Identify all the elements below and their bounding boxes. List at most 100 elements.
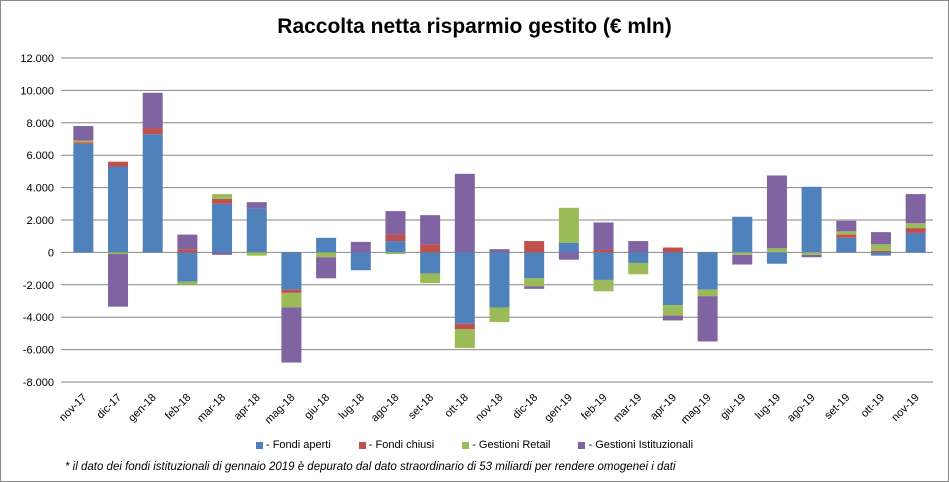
bar-segment [524, 241, 545, 253]
bar-segment [73, 143, 94, 253]
x-tick-label: gen-19 [542, 392, 575, 425]
y-tick-label: 6.000 [26, 150, 54, 162]
bar-segment [905, 228, 926, 233]
x-tick-label: ott-19 [859, 392, 887, 420]
legend-item-gestioni-istituzionali: - Gestioni Istituzionali [578, 439, 693, 451]
bar-segment [662, 252, 683, 306]
x-tick-label: lug-19 [753, 392, 783, 422]
bar-segment [489, 307, 510, 323]
bar-segment [385, 252, 406, 255]
bar-segment [212, 203, 233, 253]
bar-segment [905, 194, 926, 224]
y-tick-label: 8.000 [26, 118, 54, 130]
bar-segment [697, 252, 718, 290]
bar-segment [836, 231, 857, 235]
x-tick-label: nov-18 [473, 392, 505, 424]
bar-segment [905, 223, 926, 229]
y-tick-label: 12.000 [20, 53, 54, 65]
bar-segment [142, 134, 163, 253]
x-tick-label: dic-17 [94, 392, 124, 422]
y-tick-label: 4.000 [26, 183, 54, 195]
y-tick-label: -6.000 [23, 345, 54, 357]
x-tick-label: ago-18 [369, 392, 402, 425]
bar-segment [281, 307, 302, 363]
bar-segment [593, 279, 614, 292]
y-tick-label: -2.000 [23, 280, 54, 292]
bar-segment [870, 250, 891, 253]
bar-segment [593, 222, 614, 250]
legend-label: - Fondi chiusi [368, 439, 435, 451]
legend-label: - Gestioni Retail [472, 439, 551, 451]
bar-segment [385, 211, 406, 235]
x-tick-label: nov-19 [890, 392, 922, 424]
bar-segment [177, 252, 198, 282]
bar-segment [73, 142, 94, 144]
x-tick-label: apr-19 [648, 392, 679, 423]
bar-segment [662, 315, 683, 321]
x-tick-label: set-18 [406, 392, 436, 422]
bar-segment [662, 247, 683, 253]
bar-segment [766, 248, 787, 253]
bar-segment [628, 262, 649, 275]
legend-item-gestioni-retail: - Gestioni Retail [462, 439, 550, 451]
bar-segment [281, 292, 302, 308]
bar-segment [732, 216, 753, 253]
bar-segment [628, 252, 649, 263]
bar-segment [350, 252, 371, 271]
x-tick-label: ago-19 [785, 392, 818, 425]
bar-segment [662, 305, 683, 316]
bar-segment [697, 289, 718, 297]
y-tick-label: 0 [48, 247, 54, 259]
x-tick-label: mar-18 [195, 392, 228, 425]
footnote: * il dato dei fondi istituzionali di gen… [65, 461, 676, 473]
bar-segment [836, 234, 857, 238]
bar-segment [628, 241, 649, 253]
bar-segment [316, 237, 337, 253]
x-tick-label: giu-18 [302, 392, 332, 422]
bar-segment [454, 173, 475, 253]
legend-swatch [358, 441, 366, 449]
bar-segment [177, 249, 198, 253]
bar-segment [142, 128, 163, 135]
legend-label: - Gestioni Istituzionali [588, 439, 694, 451]
bar-segment [316, 257, 337, 279]
bar-segment [108, 166, 129, 253]
bar-segment [212, 194, 233, 199]
bar-segment [766, 252, 787, 264]
bar-segment [454, 252, 475, 324]
chart-title: Raccolta netta risparmio gestito (€ mln) [277, 15, 672, 38]
x-tick-label: apr-18 [232, 392, 263, 423]
bar-segment [246, 202, 267, 209]
bar-segment [870, 252, 891, 256]
bar-segment [558, 242, 579, 253]
bar-segment [524, 252, 545, 279]
bar-segment [108, 161, 129, 167]
plot-area: 12.000 10.000 8.000 6.000 4.000 2.000 0 -2.000 -… [20, 53, 933, 427]
bar-segment [558, 252, 579, 260]
bar-segment [246, 208, 267, 253]
x-tick-label: feb-19 [579, 392, 610, 423]
bar-segment [454, 323, 475, 330]
legend-item-fondi-aperti: - Fondi aperti [255, 439, 331, 451]
bar-segment [177, 234, 198, 250]
bar-segment [905, 232, 926, 253]
y-tick-label: 2.000 [26, 215, 54, 227]
bar-segment [489, 249, 510, 253]
bar-segment [801, 186, 822, 253]
bar-segment [73, 140, 94, 143]
bar-segment [420, 252, 441, 274]
bar-segment [177, 281, 198, 285]
bar-segment [593, 249, 614, 253]
legend: - Fondi aperti - Fondi chiusi - Gestioni… [1, 439, 948, 451]
x-tick-label: lug-18 [337, 392, 367, 422]
bar-segment [801, 254, 822, 258]
bar-segment [454, 329, 475, 348]
bar-segment [801, 252, 822, 255]
bar-segment [420, 244, 441, 253]
bar-segment [836, 237, 857, 253]
x-tick-label: mag-18 [263, 392, 298, 427]
bar-segment [524, 286, 545, 289]
bar-segment [420, 273, 441, 284]
x-tick-label: mar-19 [611, 392, 644, 425]
bar-segment [73, 126, 94, 141]
